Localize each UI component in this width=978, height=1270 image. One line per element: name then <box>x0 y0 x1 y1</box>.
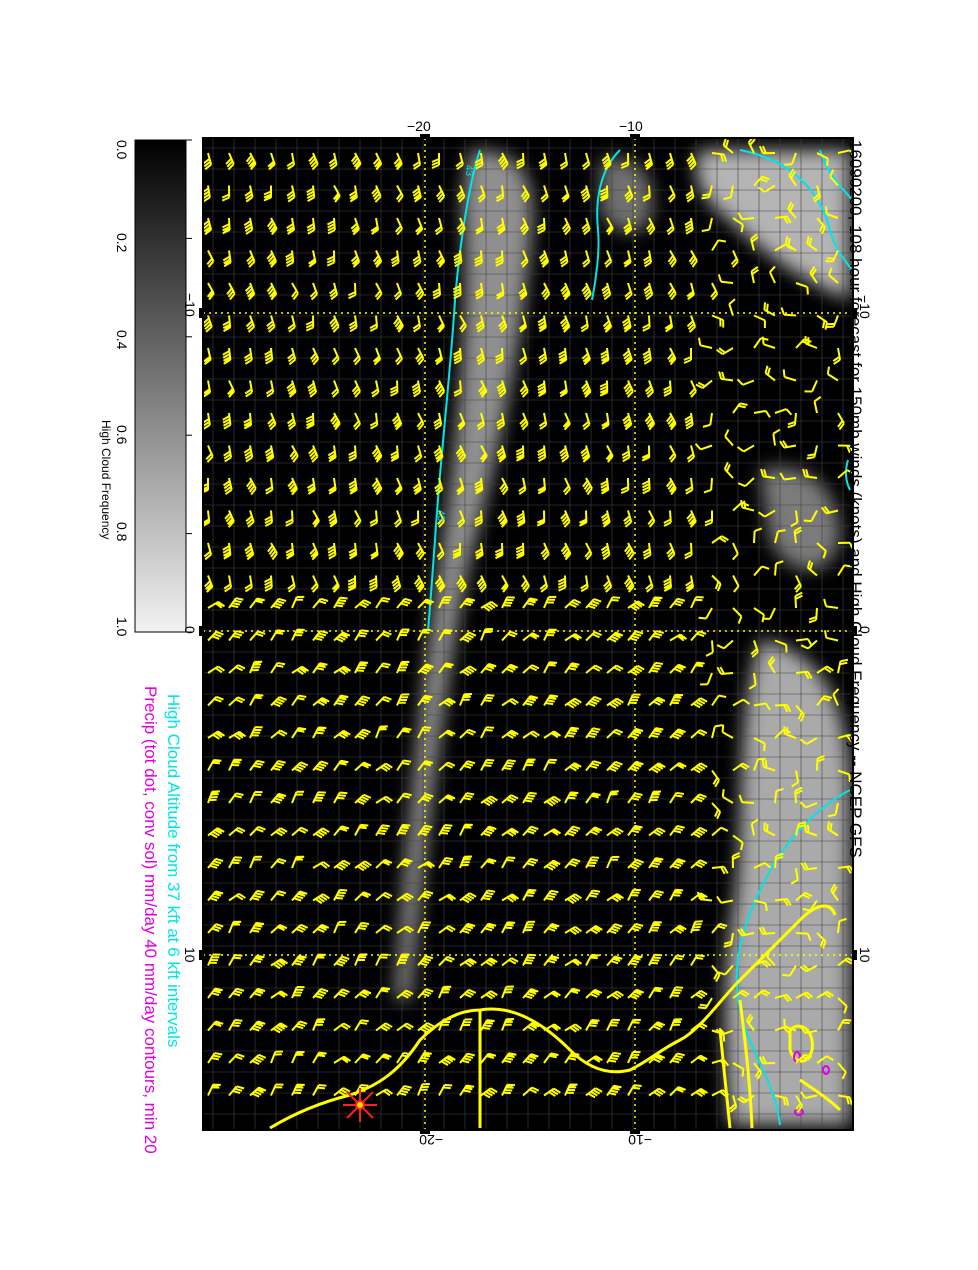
contour-label-2: 43 <box>435 510 446 521</box>
colorbar-tick-4: 0.8 <box>114 522 130 541</box>
right-tick-minus10: −10 <box>857 295 873 319</box>
legend-cloud-altitude: High Cloud Altitude from 37 kft at 6 kft… <box>163 694 183 1047</box>
right-tick-10: 10 <box>857 947 873 963</box>
colorbar-label: High Cloud Frequency <box>99 420 113 539</box>
contour-label-1: 43 <box>463 165 474 176</box>
colorbar-ticks <box>186 140 192 632</box>
colorbar-tick-5: 1.0 <box>114 617 130 636</box>
colorbar <box>135 140 192 632</box>
left-tick-minus10: −10 <box>182 293 198 317</box>
colorbar-tick-0: 0.0 <box>114 140 130 159</box>
map-title: 16090200, 108 hour forecast for 150mb wi… <box>845 140 865 858</box>
top-tick-minus20: −20 <box>407 118 431 134</box>
left-tick-10: 10 <box>182 947 198 963</box>
right-tick-0: 0 <box>857 626 873 634</box>
colorbar-tick-3: 0.6 <box>114 425 130 444</box>
colorbar-tick-2: 0.4 <box>114 330 130 349</box>
colorbar-gradient <box>135 140 186 632</box>
bottom-tick-minus10: −10 <box>628 1132 652 1148</box>
map-panel <box>201 136 854 1130</box>
bottom-tick-minus20: −20 <box>419 1132 443 1148</box>
colorbar-tick-1: 0.2 <box>114 233 130 252</box>
storm-marker <box>343 1088 377 1122</box>
left-tick-0: 0 <box>182 626 198 634</box>
legend-precip: Precip (tot dot, conv sol) mm/day 40 mm/… <box>140 686 160 1154</box>
top-tick-minus10: −10 <box>619 118 643 134</box>
